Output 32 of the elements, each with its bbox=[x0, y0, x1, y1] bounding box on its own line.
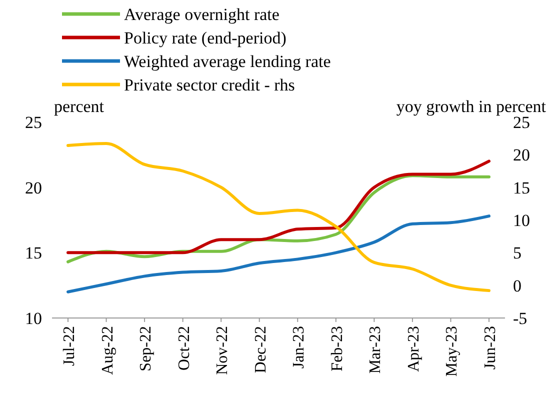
y2-tick-label: 15 bbox=[513, 178, 530, 198]
x-tick-label: May-23 bbox=[444, 326, 461, 377]
y2-tick-label: 5 bbox=[513, 244, 522, 263]
y2-tick-label: -5 bbox=[513, 309, 528, 328]
y2-axis-title: yoy growth in percent bbox=[396, 97, 546, 116]
line-series bbox=[66, 142, 490, 292]
y-tick-label: 15 bbox=[25, 244, 42, 263]
x-tick-label: Feb-23 bbox=[328, 326, 346, 372]
legend-label: Average overnight rate bbox=[124, 5, 280, 24]
x-tick-label: Nov-22 bbox=[214, 326, 232, 375]
y-axis-title: percent bbox=[54, 97, 104, 116]
y-tick-label: 25 bbox=[25, 113, 42, 132]
legend-label: Policy rate (end-period) bbox=[124, 28, 286, 48]
x-tick-label: Jun-23 bbox=[482, 326, 499, 370]
x-tick-label: Jul-22 bbox=[61, 326, 78, 366]
y2-tick-label: 25 bbox=[513, 113, 530, 132]
y2-tick-label: 10 bbox=[513, 211, 530, 230]
x-tick-label: Sep-22 bbox=[138, 326, 155, 372]
legend-label: Private sector credit - rhs bbox=[124, 76, 295, 94]
line-series bbox=[66, 160, 490, 254]
x-tick-label: Aug-22 bbox=[99, 326, 116, 375]
y2-tick-label: 20 bbox=[513, 146, 530, 165]
x-tick-label: Jan-23 bbox=[290, 326, 308, 369]
line-series bbox=[66, 214, 490, 294]
x-tick-label: Oct-22 bbox=[176, 326, 193, 370]
y-tick-label: 20 bbox=[25, 178, 42, 198]
x-tick-label: Apr-23 bbox=[405, 326, 422, 372]
x-tick-label: Dec-22 bbox=[252, 326, 270, 374]
y-tick-label: 10 bbox=[25, 309, 42, 328]
legend-label: Weighted average lending rate bbox=[124, 52, 331, 71]
y2-tick-label: 0 bbox=[513, 276, 522, 296]
x-tick-label: Mar-23 bbox=[367, 326, 384, 374]
